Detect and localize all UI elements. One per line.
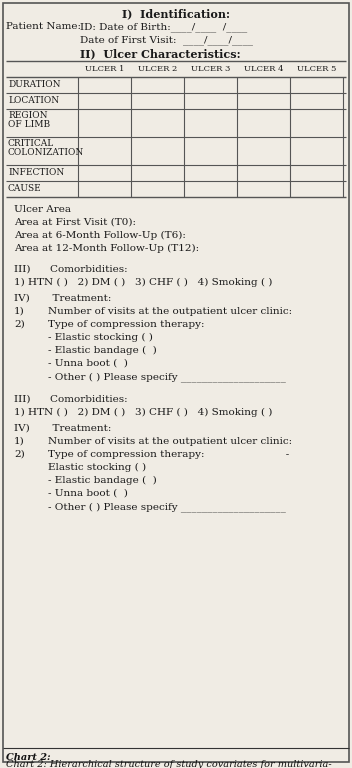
Text: Chart 2: Hierarchical structure of study covariates for multivaria-: Chart 2: Hierarchical structure of study… [6, 760, 332, 768]
Text: Area at First Visit (T0):: Area at First Visit (T0): [14, 218, 136, 227]
Text: - Unna boot (  ): - Unna boot ( ) [48, 489, 128, 498]
Text: Ulcer Area: Ulcer Area [14, 205, 71, 214]
Text: ULCER 1: ULCER 1 [85, 65, 124, 73]
Text: CRITICAL: CRITICAL [8, 139, 54, 148]
Text: Date of First Visit:  ____/____/____: Date of First Visit: ____/____/____ [80, 35, 253, 45]
Text: LOCATION: LOCATION [8, 96, 59, 105]
Text: - Other ( ) Please specify ____________________: - Other ( ) Please specify _____________… [48, 372, 286, 382]
Text: Number of visits at the outpatient ulcer clinic:: Number of visits at the outpatient ulcer… [48, 307, 292, 316]
Text: Number of visits at the outpatient ulcer clinic:: Number of visits at the outpatient ulcer… [48, 437, 292, 446]
Text: COLONIZATION: COLONIZATION [8, 148, 84, 157]
Text: OF LIMB: OF LIMB [8, 120, 50, 129]
Text: - Elastic bandage (  ): - Elastic bandage ( ) [48, 346, 157, 355]
Text: - Elastic stocking ( ): - Elastic stocking ( ) [48, 333, 153, 342]
Text: Type of compression therapy:: Type of compression therapy: [48, 320, 205, 329]
Text: INFECTION: INFECTION [8, 168, 64, 177]
Text: CAUSE: CAUSE [8, 184, 42, 193]
Text: 2): 2) [14, 450, 25, 459]
Text: III)      Comorbidities:: III) Comorbidities: [14, 265, 128, 274]
Text: IV)       Treatment:: IV) Treatment: [14, 424, 111, 433]
Text: ULCER 2: ULCER 2 [138, 65, 177, 73]
Text: Elastic stocking ( ): Elastic stocking ( ) [48, 463, 146, 472]
Text: ULCER 5: ULCER 5 [297, 65, 336, 73]
Text: Area at 12-Month Follow-Up (T12):: Area at 12-Month Follow-Up (T12): [14, 244, 199, 253]
Text: IV)       Treatment:: IV) Treatment: [14, 294, 111, 303]
Text: DURATION: DURATION [8, 80, 61, 89]
Text: ULCER 3: ULCER 3 [191, 65, 230, 73]
Text: - Unna boot (  ): - Unna boot ( ) [48, 359, 128, 368]
Text: Patient Name:: Patient Name: [6, 22, 81, 31]
Text: 1): 1) [14, 437, 25, 446]
Text: II)  Ulcer Characteristics:: II) Ulcer Characteristics: [80, 48, 241, 59]
Text: 2): 2) [14, 320, 25, 329]
Text: Chart 2:: Chart 2: [6, 753, 54, 762]
Text: Type of compression therapy:                         -: Type of compression therapy: - [48, 450, 289, 459]
Text: 1): 1) [14, 307, 25, 316]
Text: Area at 6-Month Follow-Up (T6):: Area at 6-Month Follow-Up (T6): [14, 231, 186, 240]
Text: - Elastic bandage (  ): - Elastic bandage ( ) [48, 476, 157, 485]
Text: 1) HTN ( )   2) DM ( )   3) CHF ( )   4) Smoking ( ): 1) HTN ( ) 2) DM ( ) 3) CHF ( ) 4) Smoki… [14, 278, 272, 287]
Text: 1) HTN ( )   2) DM ( )   3) CHF ( )   4) Smoking ( ): 1) HTN ( ) 2) DM ( ) 3) CHF ( ) 4) Smoki… [14, 408, 272, 417]
Text: ID: Date of Birth:____/____  /____: ID: Date of Birth:____/____ /____ [80, 22, 247, 31]
Text: III)      Comorbidities:: III) Comorbidities: [14, 395, 128, 404]
Text: I)  Identification:: I) Identification: [122, 8, 230, 19]
Text: ULCER 4: ULCER 4 [244, 65, 283, 73]
Text: REGION: REGION [8, 111, 48, 120]
Text: - Other ( ) Please specify ____________________: - Other ( ) Please specify _____________… [48, 502, 286, 511]
